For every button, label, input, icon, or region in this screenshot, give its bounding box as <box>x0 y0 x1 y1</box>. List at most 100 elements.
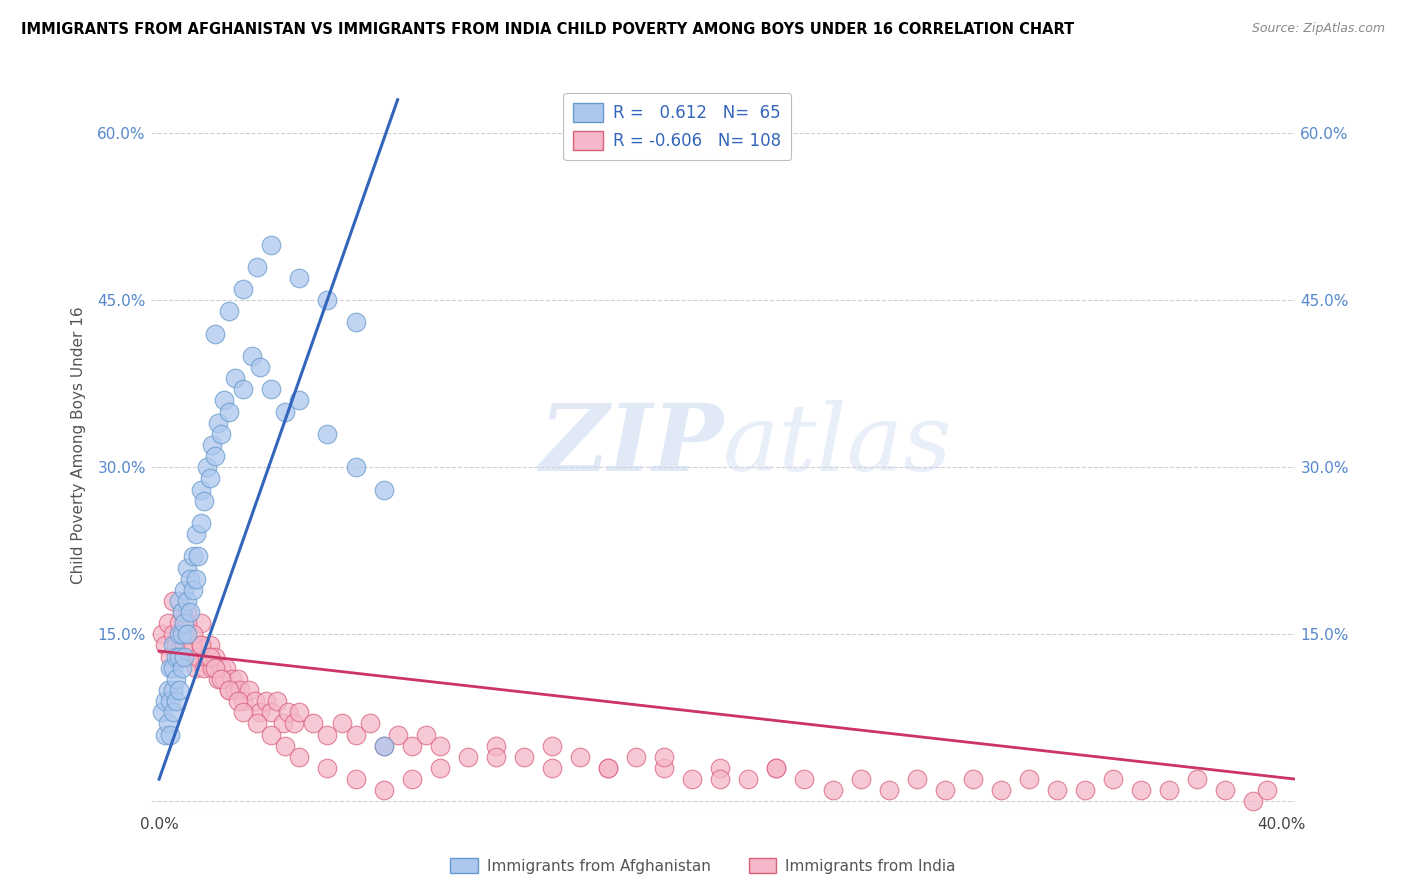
Point <box>330 716 353 731</box>
Point <box>181 627 204 641</box>
Point <box>173 582 195 597</box>
Text: ZIP: ZIP <box>538 400 723 490</box>
Legend: R =   0.612   N=  65, R = -0.606   N= 108: R = 0.612 N= 65, R = -0.606 N= 108 <box>564 93 792 160</box>
Point <box>193 493 215 508</box>
Point <box>243 694 266 708</box>
Point <box>181 549 204 564</box>
Point <box>344 460 367 475</box>
Point <box>260 237 283 252</box>
Point <box>204 449 226 463</box>
Point <box>344 316 367 330</box>
Point <box>485 749 508 764</box>
Point <box>709 772 731 786</box>
Point <box>156 716 179 731</box>
Point <box>1159 783 1181 797</box>
Point <box>212 672 235 686</box>
Point <box>283 716 305 731</box>
Point <box>232 382 254 396</box>
Point <box>207 672 229 686</box>
Point <box>1102 772 1125 786</box>
Point <box>181 582 204 597</box>
Point <box>429 761 451 775</box>
Point <box>401 772 423 786</box>
Point <box>165 694 187 708</box>
Point <box>195 649 218 664</box>
Point <box>221 672 243 686</box>
Point <box>204 661 226 675</box>
Point <box>266 694 288 708</box>
Point <box>344 772 367 786</box>
Point <box>165 639 187 653</box>
Point <box>541 739 564 753</box>
Point <box>170 627 193 641</box>
Point <box>934 783 956 797</box>
Point <box>905 772 928 786</box>
Point <box>209 672 232 686</box>
Point <box>877 783 900 797</box>
Point <box>274 739 297 753</box>
Point <box>316 426 339 441</box>
Point <box>218 683 240 698</box>
Point <box>176 627 198 641</box>
Point <box>962 772 984 786</box>
Point <box>240 349 263 363</box>
Point <box>316 728 339 742</box>
Point <box>260 706 283 720</box>
Point <box>181 639 204 653</box>
Point <box>159 661 181 675</box>
Point <box>569 749 592 764</box>
Point <box>271 716 294 731</box>
Point <box>184 661 207 675</box>
Point <box>765 761 787 775</box>
Point <box>401 739 423 753</box>
Point <box>165 672 187 686</box>
Point <box>624 749 647 764</box>
Point <box>167 627 190 641</box>
Point <box>190 639 212 653</box>
Point <box>737 772 759 786</box>
Point <box>159 649 181 664</box>
Point <box>387 728 409 742</box>
Point <box>229 683 252 698</box>
Point <box>1241 794 1264 808</box>
Point <box>457 749 479 764</box>
Point <box>485 739 508 753</box>
Point <box>198 639 221 653</box>
Point <box>193 661 215 675</box>
Point <box>187 549 209 564</box>
Point <box>190 516 212 530</box>
Point <box>207 416 229 430</box>
Point <box>162 639 184 653</box>
Point <box>153 728 176 742</box>
Point <box>187 649 209 664</box>
Point <box>652 761 675 775</box>
Point <box>209 426 232 441</box>
Point <box>162 683 184 698</box>
Point <box>765 761 787 775</box>
Point <box>218 304 240 318</box>
Point <box>190 639 212 653</box>
Point <box>150 706 173 720</box>
Point <box>373 739 395 753</box>
Text: IMMIGRANTS FROM AFGHANISTAN VS IMMIGRANTS FROM INDIA CHILD POVERTY AMONG BOYS UN: IMMIGRANTS FROM AFGHANISTAN VS IMMIGRANT… <box>21 22 1074 37</box>
Point <box>238 683 260 698</box>
Point <box>176 605 198 619</box>
Point <box>190 483 212 497</box>
Point <box>288 393 311 408</box>
Point <box>156 616 179 631</box>
Text: atlas: atlas <box>723 400 953 490</box>
Point <box>681 772 703 786</box>
Point <box>302 716 325 731</box>
Point <box>173 616 195 631</box>
Point <box>232 706 254 720</box>
Point <box>246 716 269 731</box>
Point <box>277 706 299 720</box>
Point <box>201 661 224 675</box>
Legend: Immigrants from Afghanistan, Immigrants from India: Immigrants from Afghanistan, Immigrants … <box>444 852 962 880</box>
Point <box>288 271 311 285</box>
Point <box>232 282 254 296</box>
Point <box>226 694 249 708</box>
Point <box>218 404 240 418</box>
Point <box>162 706 184 720</box>
Point <box>373 783 395 797</box>
